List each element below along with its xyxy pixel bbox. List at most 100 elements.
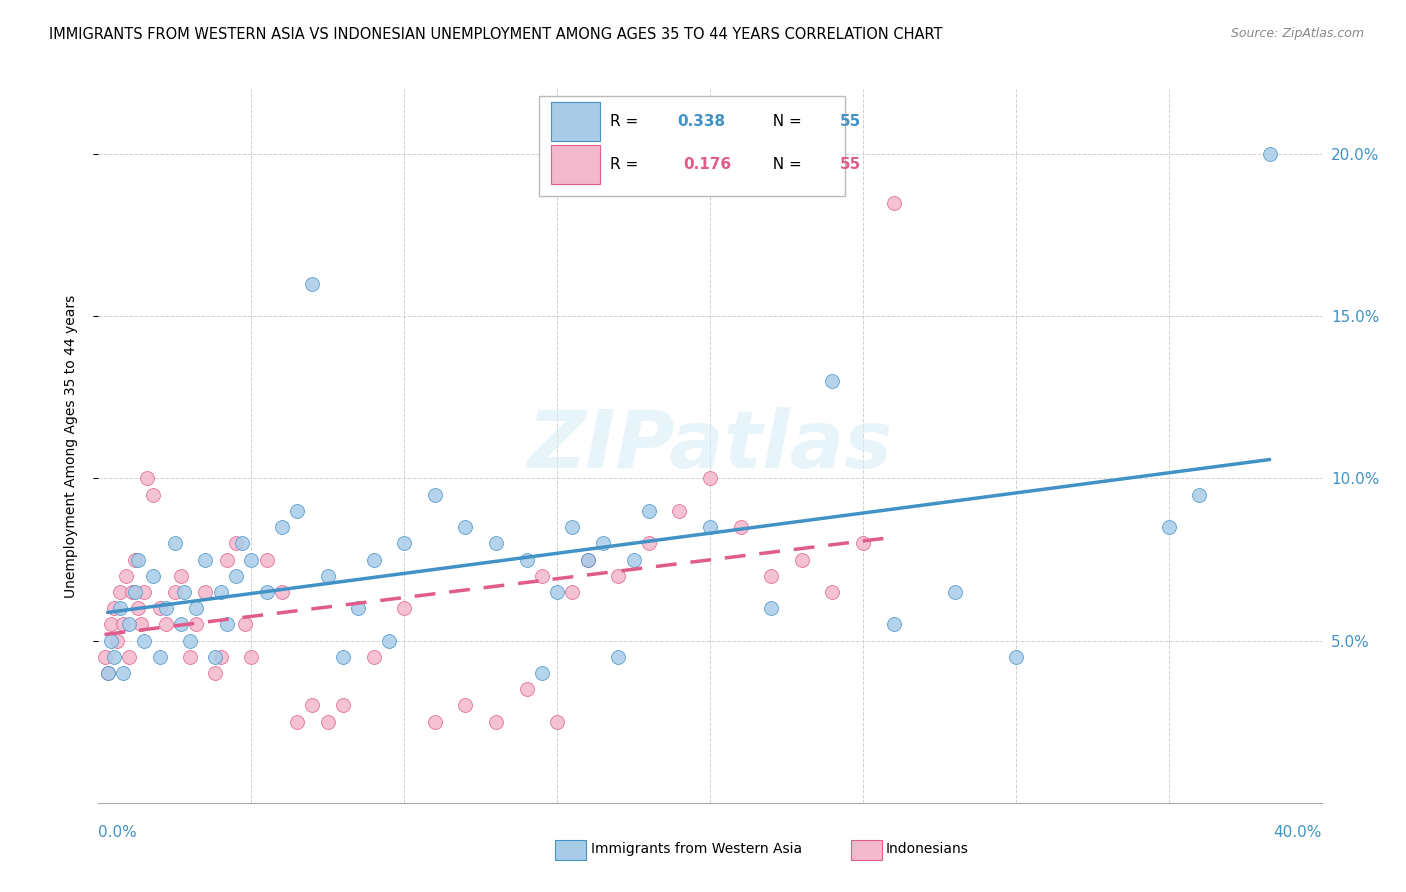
Point (285, 504, 308, 518)
Point (423, 714, 446, 729)
Point (225, 568, 247, 582)
Point (485, 536, 508, 550)
Point (155, 617, 177, 632)
Y-axis label: Unemployment Among Ages 35 to 44 years: Unemployment Among Ages 35 to 44 years (63, 294, 77, 598)
Point (454, 520, 477, 534)
Point (179, 633, 201, 648)
Point (121, 585, 143, 599)
Point (194, 552, 217, 566)
Point (270, 585, 292, 599)
Point (225, 536, 247, 550)
Point (485, 714, 508, 729)
Point (204, 649, 226, 664)
Point (173, 585, 195, 599)
Point (1004, 649, 1026, 664)
Point (347, 601, 370, 615)
Text: 0.338: 0.338 (678, 114, 725, 128)
Point (240, 552, 263, 566)
Point (100, 617, 122, 632)
Point (530, 666, 553, 681)
Point (209, 649, 232, 664)
Text: 0.176: 0.176 (683, 157, 731, 171)
Text: R =: R = (610, 114, 643, 128)
Text: 55: 55 (839, 157, 860, 171)
Point (155, 601, 177, 615)
Text: N =: N = (762, 157, 806, 171)
Point (759, 601, 782, 615)
Point (97, 666, 120, 681)
Point (285, 714, 308, 729)
Point (142, 488, 165, 502)
Point (124, 552, 146, 566)
Point (852, 536, 875, 550)
Point (129, 617, 152, 632)
Point (256, 585, 278, 599)
Point (103, 601, 125, 615)
Text: 55: 55 (839, 114, 860, 128)
Point (576, 552, 599, 566)
Point (516, 552, 538, 566)
Point (637, 504, 661, 518)
Point (186, 617, 208, 632)
Point (170, 568, 193, 582)
Point (142, 568, 165, 582)
Point (332, 649, 354, 664)
Point (759, 568, 782, 582)
Point (699, 471, 721, 485)
Point (111, 617, 134, 632)
Text: ZIPatlas: ZIPatlas (527, 407, 893, 485)
Point (301, 277, 323, 291)
Point (883, 617, 905, 632)
Point (423, 488, 446, 502)
Point (111, 666, 134, 681)
Point (233, 617, 256, 632)
Point (1188, 488, 1211, 502)
Point (108, 601, 131, 615)
Point (1157, 520, 1180, 534)
Point (209, 585, 232, 599)
Point (100, 633, 122, 648)
Point (134, 633, 156, 648)
Point (149, 649, 172, 664)
Point (530, 568, 553, 582)
Bar (551, 102, 600, 141)
Point (105, 633, 128, 648)
Point (270, 520, 292, 534)
Point (392, 601, 416, 615)
Point (699, 520, 721, 534)
Point (136, 471, 159, 485)
Point (240, 649, 263, 664)
Point (118, 649, 141, 664)
Point (316, 714, 339, 729)
Point (516, 682, 538, 697)
Point (821, 374, 844, 388)
Point (163, 536, 186, 550)
Point (623, 552, 645, 566)
Point (97, 666, 120, 681)
Point (592, 536, 614, 550)
Point (124, 585, 146, 599)
Point (149, 601, 172, 615)
Point (790, 552, 813, 566)
Point (194, 585, 217, 599)
Point (256, 552, 278, 566)
Point (93, 649, 115, 664)
Point (546, 714, 568, 729)
Text: N =: N = (762, 114, 806, 128)
Point (134, 585, 156, 599)
Point (108, 585, 131, 599)
Point (215, 552, 238, 566)
Point (231, 536, 253, 550)
Point (204, 666, 226, 681)
Point (637, 536, 661, 550)
Point (103, 649, 125, 664)
Text: Source: ZipAtlas.com: Source: ZipAtlas.com (1230, 27, 1364, 40)
Point (607, 568, 630, 582)
Point (392, 536, 416, 550)
Point (215, 617, 238, 632)
Point (127, 601, 149, 615)
Point (378, 633, 401, 648)
Point (561, 585, 583, 599)
Point (316, 568, 339, 582)
Point (186, 601, 208, 615)
